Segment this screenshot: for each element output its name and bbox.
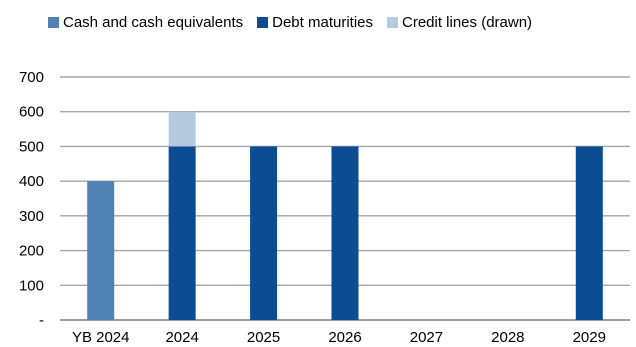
y-tick-label: 700 (19, 69, 44, 86)
bar-debt (575, 146, 603, 320)
bar-debt (331, 146, 359, 320)
legend-swatch-credit (387, 17, 398, 28)
bar-debt (250, 146, 278, 320)
legend-swatch-cash (48, 17, 59, 28)
legend-label-debt: Debt maturities (272, 14, 373, 31)
legend-label-cash: Cash and cash equivalents (63, 14, 244, 31)
y-tick-label: 200 (19, 243, 44, 260)
x-tick-label: 2028 (491, 329, 524, 346)
x-tick-label: 2027 (410, 329, 443, 346)
legend-item-cash: Cash and cash equivalents (48, 14, 243, 31)
x-tick-label: 2029 (573, 329, 606, 346)
y-tick-label: 600 (19, 104, 44, 121)
bar-debt (168, 146, 196, 320)
y-tick-label: 400 (19, 173, 44, 190)
legend-item-debt: Debt maturities (257, 14, 373, 31)
y-tick-label: 300 (19, 208, 44, 225)
legend-label-credit: Credit lines (drawn) (402, 14, 533, 31)
x-tick-label: 2024 (165, 329, 198, 346)
legend-item-credit: Credit lines (drawn) (387, 14, 532, 31)
legend-swatch-debt (257, 17, 269, 28)
x-tick-label: 2025 (247, 329, 280, 346)
y-tick-label: 100 (19, 277, 44, 294)
y-tick-label: - (39, 312, 44, 329)
bar-cash (87, 181, 115, 320)
x-tick-label: 2026 (328, 329, 361, 346)
y-tick-label: 500 (19, 138, 44, 155)
x-tick-label: YB 2024 (72, 329, 130, 346)
bar-credit (168, 111, 196, 147)
chart-legend: Cash and cash equivalents Debt maturitie… (48, 14, 532, 31)
